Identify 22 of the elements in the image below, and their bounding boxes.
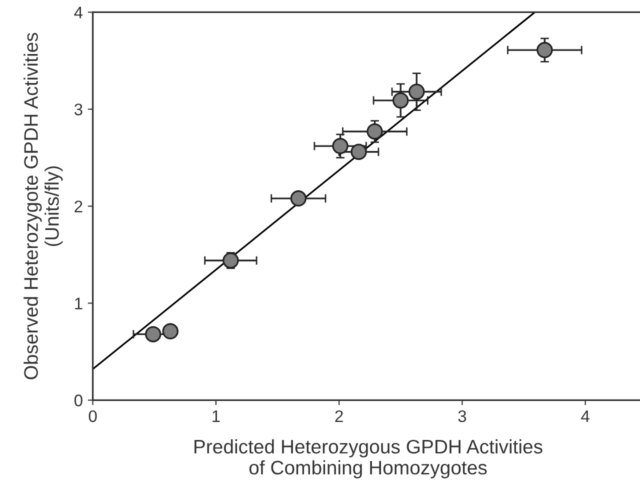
x-tick-label: 3 [458,410,466,422]
x-tick-label: 4 [581,410,590,422]
point [145,326,162,342]
y-tick-label: 0 [74,394,82,406]
point [366,123,383,140]
x-axis-title: Predicted Heterozygous GPDH Activities of Combining Homozygotes [194,439,542,478]
point [162,323,178,340]
y-tick-label: 4 [74,6,83,18]
x-tick-label: 2 [335,410,343,422]
x-tick-label: 1 [212,410,220,422]
point [350,144,367,160]
point [408,84,425,100]
x-tick-label: 0 [88,410,97,422]
point [536,42,553,58]
point [392,92,409,109]
point [290,190,307,207]
y-tick-label: 3 [74,104,82,116]
y-tick-label: 1 [75,298,82,310]
point [332,138,348,154]
point [222,252,239,269]
y-tick-label: 2 [74,200,82,212]
y-axis-title: Observed Heterozygote GPDH Activities (Units/fly) [24,32,63,380]
